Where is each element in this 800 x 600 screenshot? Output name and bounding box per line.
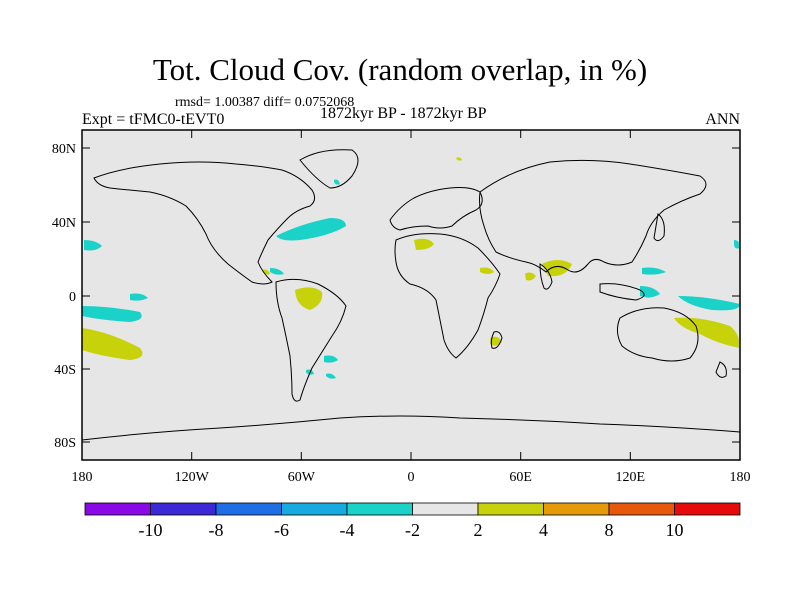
india-coast [539,263,553,290]
negative-anomalies [82,179,740,379]
lat-tick-label: 40S [54,363,76,378]
positive-anomalies [82,157,740,360]
lon-tick-label: 180 [72,470,93,485]
colorbar-label: -10 [139,520,163,540]
madagascar-coast [490,331,503,349]
positive-anomaly-patch [525,272,536,281]
asia-coast [479,159,707,273]
lon-tick-label: 0 [408,470,415,485]
colorbar-swatch [543,502,610,516]
colorbar-label: 10 [666,520,684,540]
lat-tick-label: 80N [52,142,76,157]
negative-anomaly-patch [82,306,142,322]
colorbar-label: -4 [340,520,355,540]
experiment-label: Expt = tFMC0-tEVT0 [82,111,225,128]
lon-tick-label: 60W [288,470,316,485]
colorbar-label: -8 [209,520,224,540]
south-america-coast [275,278,347,402]
new-zealand-coast [715,361,727,378]
negative-anomaly-patch [276,218,346,241]
positive-anomaly-patch [82,328,143,360]
negative-anomaly-patch [734,240,740,249]
negative-anomaly-patch [270,268,284,275]
greenland-coast [299,149,359,189]
positive-anomaly-patch [295,287,323,310]
japan-coast [653,213,665,242]
lon-tick-label: 60E [509,470,532,485]
lat-tick-label: 40N [52,216,76,231]
australia-coast [616,307,699,362]
positive-anomaly-patch [456,157,462,161]
colorbar-swatch [412,502,479,516]
negative-anomaly-patch [130,293,148,301]
colorbar-label: 8 [605,520,614,540]
season-label: ANN [705,111,740,128]
negative-anomaly-patch [326,373,336,379]
coastlines [81,149,741,441]
negative-anomaly-patch [334,179,340,185]
lat-tick-label: 80S [54,436,76,451]
colorbar: -10 -8 -6 -4 -2 2 4 8 10 [84,502,741,540]
colorbar-swatch [346,502,413,516]
colorbar-swatch [150,502,217,516]
colorbar-label: 4 [539,520,548,540]
positive-anomaly-patch [480,267,494,274]
map-background [82,130,740,460]
negative-anomaly-patch [84,240,102,251]
colorbar-swatch [608,502,675,516]
positive-anomaly-patch [542,260,572,277]
lon-tick-label: 120W [175,470,210,485]
colorbar-label: 2 [474,520,483,540]
map-title: Tot. Cloud Cov. (random overlap, in %) [152,52,648,87]
colorbar-label: -2 [405,520,420,540]
north-america-coast [93,161,316,285]
lat-tick-label: 0 [69,290,76,305]
positive-anomaly-patch [414,238,434,250]
negative-anomaly-patch [640,286,660,298]
negative-anomaly-patch [324,355,338,363]
longitude-ticks: 180 120W 60W 0 60E 120E 180 [72,130,751,485]
lon-tick-label: 120E [616,470,646,485]
positive-anomaly-patch [490,336,502,346]
colorbar-swatch [477,502,544,516]
lon-tick-label: 180 [730,470,751,485]
positive-anomaly-patch [674,317,740,348]
negative-anomaly-patch [642,267,666,275]
colorbar-swatch [281,502,348,516]
antarctica-coast [81,415,741,441]
period-label: 1872kyr BP - 1872kyr BP [320,105,487,122]
latitude-ticks: 80N 40N 0 40S 80S [52,142,740,451]
rmsd-diff-stats: rmsd= 1.00387 diff= 0.0752068 [175,95,355,110]
europe-coast [389,187,483,231]
africa-coast [394,233,501,359]
negative-anomaly-patch [678,296,740,311]
colorbar-swatch [674,502,741,516]
colorbar-swatch [84,502,151,516]
colorbar-swatch [215,502,282,516]
indonesia-coast [599,283,645,301]
colorbar-label: -6 [274,520,289,540]
